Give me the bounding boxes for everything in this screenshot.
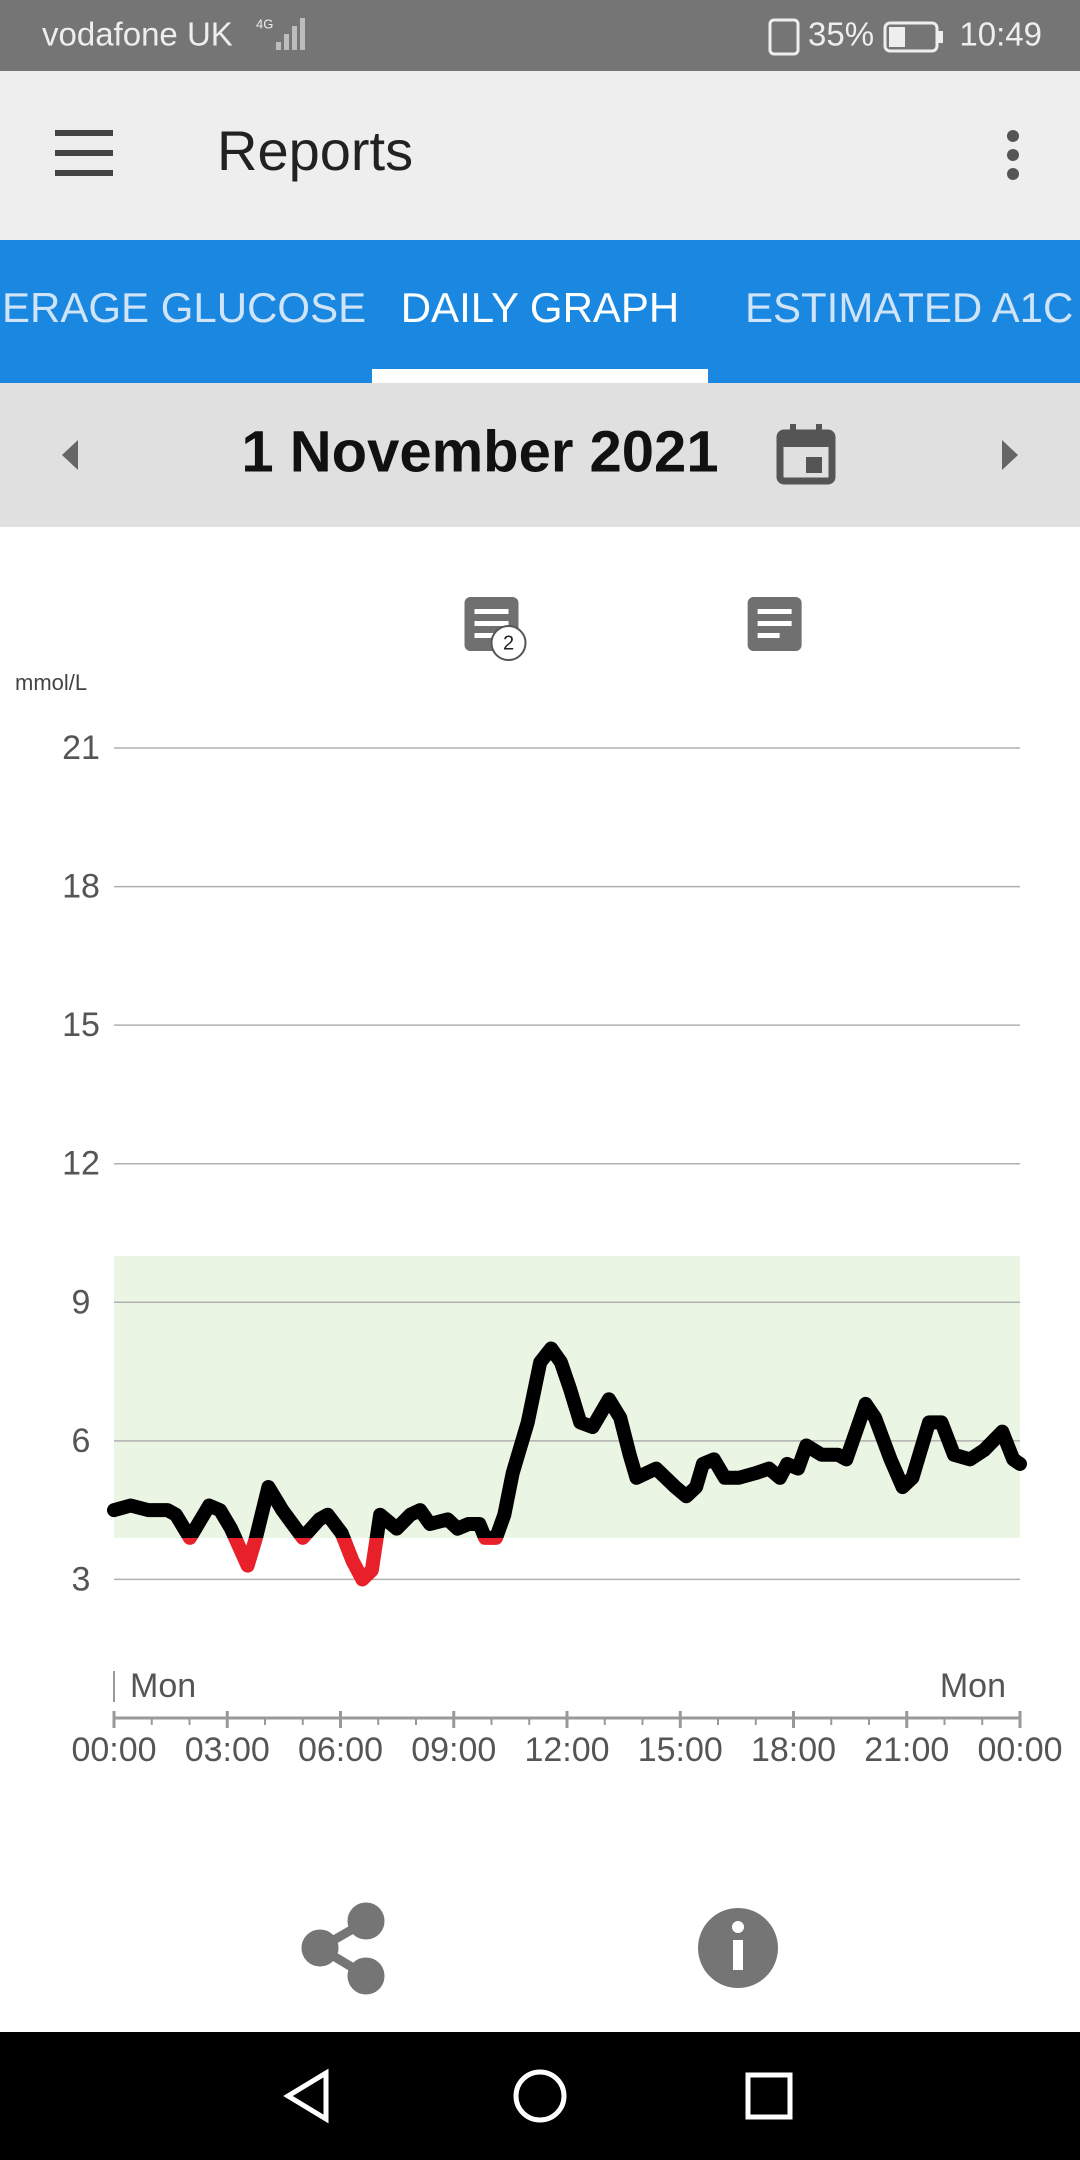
note-icon[interactable]: 2 — [464, 597, 527, 661]
clock: 10:49 — [959, 16, 1042, 53]
x-tick-label: 03:00 — [185, 1731, 270, 1769]
signal-icon — [276, 18, 305, 50]
day-label: Mon — [130, 1667, 196, 1705]
app-bar — [0, 71, 1080, 240]
date-bar — [0, 383, 1080, 527]
y-axis-label: mmol/L — [15, 670, 87, 695]
network: 4G — [256, 16, 273, 31]
next-day[interactable] — [1002, 440, 1018, 470]
x-tick-label: 06:00 — [298, 1731, 383, 1769]
x-tick-label: 00:00 — [977, 1731, 1062, 1769]
prev-day[interactable] — [62, 440, 78, 470]
x-tick-label: 12:00 — [524, 1731, 609, 1769]
daily-graph: mmol/L 3 6 9 12 15 18 21 00:00 03:00 06:00 09:00 12:… — [0, 527, 1080, 2032]
tab-indicator — [372, 369, 708, 383]
nav-bar — [0, 2032, 1080, 2160]
note-icon[interactable] — [747, 597, 802, 651]
info-button[interactable] — [698, 1908, 778, 1988]
tab-bar — [0, 240, 1080, 383]
carrier: vodafone UK — [42, 16, 233, 53]
tab[interactable]: ERAGE GLUCOSE — [2, 284, 366, 331]
note-count: 2 — [503, 632, 514, 654]
battery-text: 35% — [808, 16, 874, 53]
x-tick-label: 18:00 — [751, 1731, 836, 1769]
share-button[interactable] — [301, 1902, 385, 1995]
y-tick-label: 3 — [72, 1560, 91, 1598]
y-tick-label: 12 — [62, 1145, 100, 1183]
x-tick-label: 15:00 — [638, 1731, 723, 1769]
nfc-icon — [768, 18, 800, 56]
note-line — [474, 633, 497, 638]
date: 1 November 2021 — [241, 419, 718, 484]
note-line — [474, 609, 509, 614]
note-line — [757, 633, 780, 638]
note-badge — [490, 625, 527, 661]
y-tick-label: 15 — [62, 1006, 100, 1044]
x-tick-label: 21:00 — [864, 1731, 949, 1769]
note-line — [474, 621, 509, 626]
x-tick-label: 00:00 — [71, 1731, 156, 1769]
x-tick-label: 09:00 — [411, 1731, 496, 1769]
nav-recents[interactable] — [745, 2072, 793, 2120]
note-line — [757, 621, 792, 626]
tab[interactable]: ESTIMATED A1C — [745, 284, 1073, 331]
nav-back[interactable] — [283, 2068, 329, 2124]
battery-icon — [883, 21, 943, 53]
day-label: Mon — [940, 1667, 1006, 1705]
tab-active[interactable]: DAILY GRAPH — [401, 284, 680, 331]
app-title: Reports — [217, 119, 413, 182]
y-tick-label: 9 — [72, 1283, 91, 1321]
y-tick-label: 21 — [62, 729, 100, 767]
calendar-button[interactable] — [776, 424, 836, 485]
menu-button[interactable] — [55, 130, 113, 176]
nav-home[interactable] — [513, 2069, 567, 2123]
glucose-line — [107, 1341, 1027, 1587]
note-line — [757, 609, 792, 614]
y-tick-label: 18 — [62, 868, 100, 906]
overflow-menu[interactable] — [1007, 130, 1019, 180]
y-tick-label: 6 — [72, 1422, 91, 1460]
